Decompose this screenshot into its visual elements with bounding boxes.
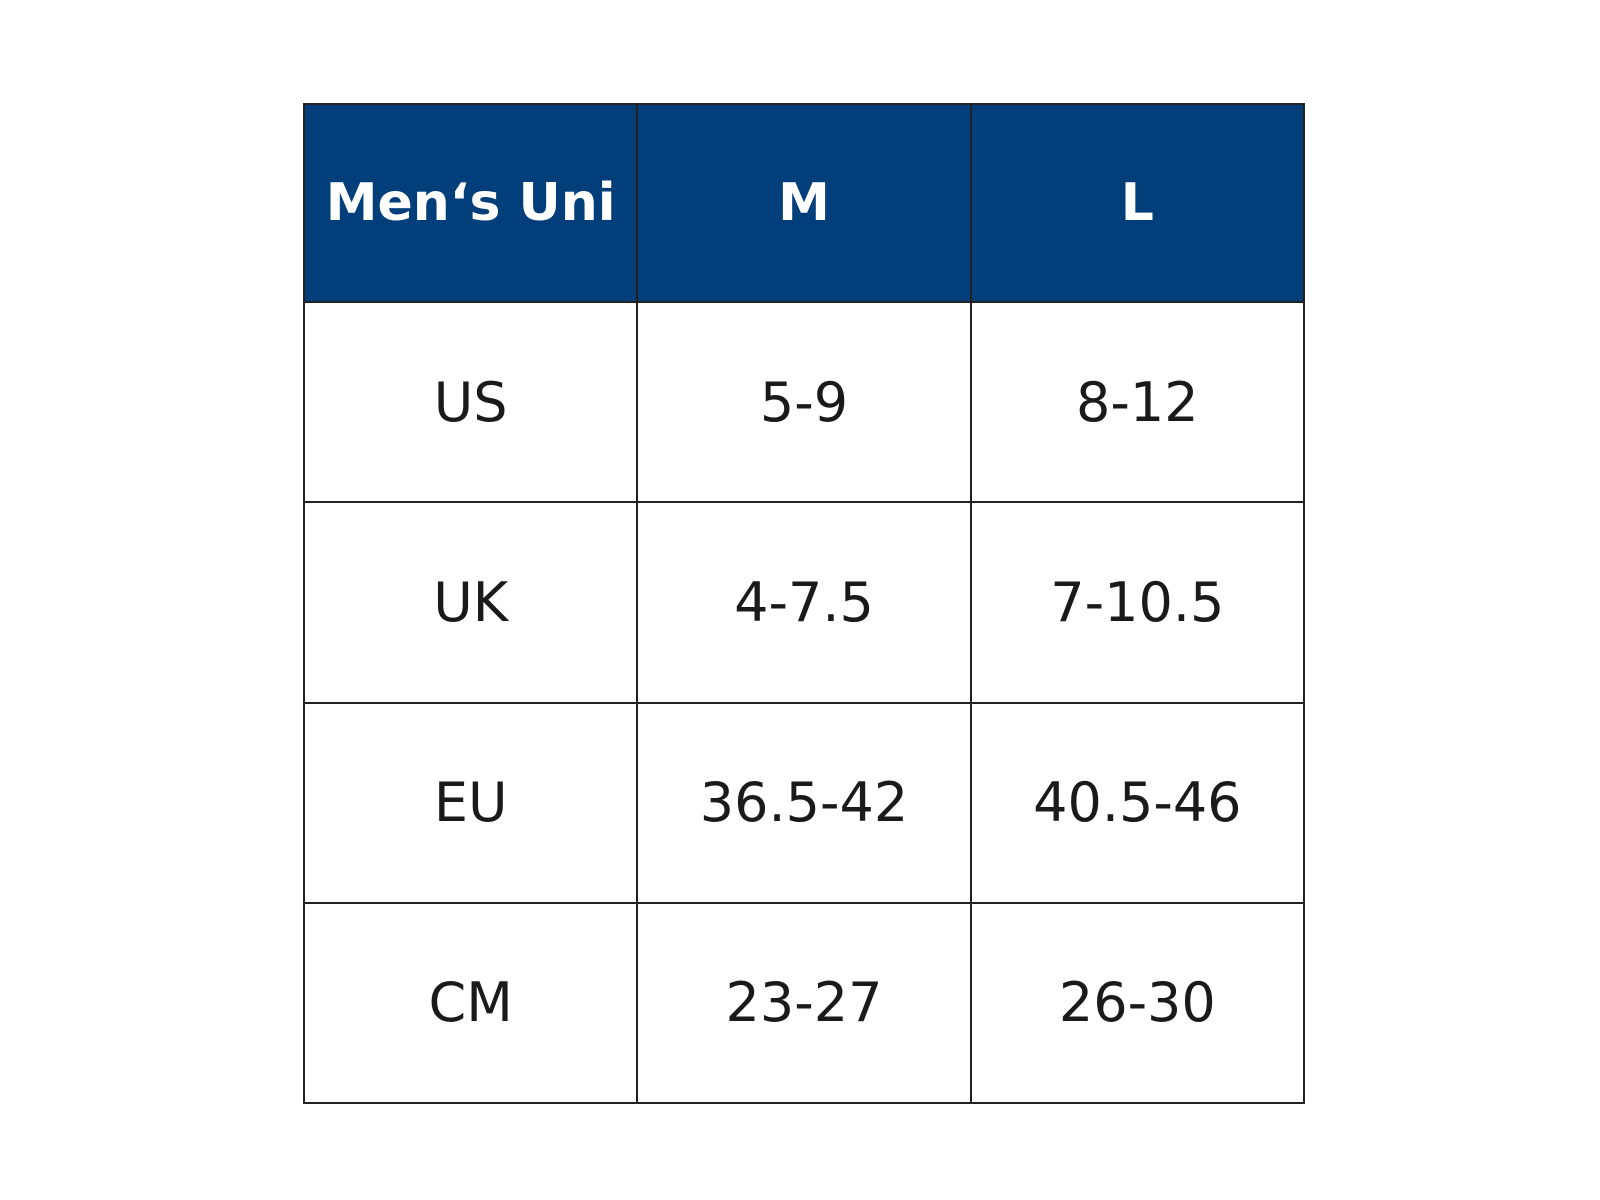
table-cell: 8-12 (969, 300, 1306, 504)
size-table: Men‘s Uni M L US 5-9 8-12 UK 4-7.5 7-10.5 EU 36.5… (302, 103, 1306, 1105)
row-label: UK (302, 501, 639, 704)
table-header: Men‘s Uni M L (302, 103, 1306, 303)
row-label: US (302, 300, 639, 504)
header-cell: Men‘s Uni (302, 103, 639, 303)
table-row: EU 36.5-42 40.5-46 (302, 701, 1306, 904)
table-cell: 26-30 (969, 901, 1306, 1105)
header-row: Men‘s Uni M L (302, 103, 1306, 303)
table-cell: 36.5-42 (636, 701, 972, 904)
table-cell: 5-9 (636, 300, 972, 504)
table-cell: 4-7.5 (636, 501, 972, 704)
row-label: CM (302, 901, 639, 1105)
table-row: CM 23-27 26-30 (302, 901, 1306, 1105)
row-label: EU (302, 701, 639, 904)
table-cell: 23-27 (636, 901, 972, 1105)
table-row: UK 4-7.5 7-10.5 (302, 501, 1306, 704)
table-body: US 5-9 8-12 UK 4-7.5 7-10.5 EU 36.5-42 40.5-46 CM… (302, 300, 1306, 1105)
table-row: US 5-9 8-12 (302, 300, 1306, 504)
header-cell: L (969, 103, 1306, 303)
table-cell: 7-10.5 (969, 501, 1306, 704)
table-cell: 40.5-46 (969, 701, 1306, 904)
header-cell: M (636, 103, 972, 303)
